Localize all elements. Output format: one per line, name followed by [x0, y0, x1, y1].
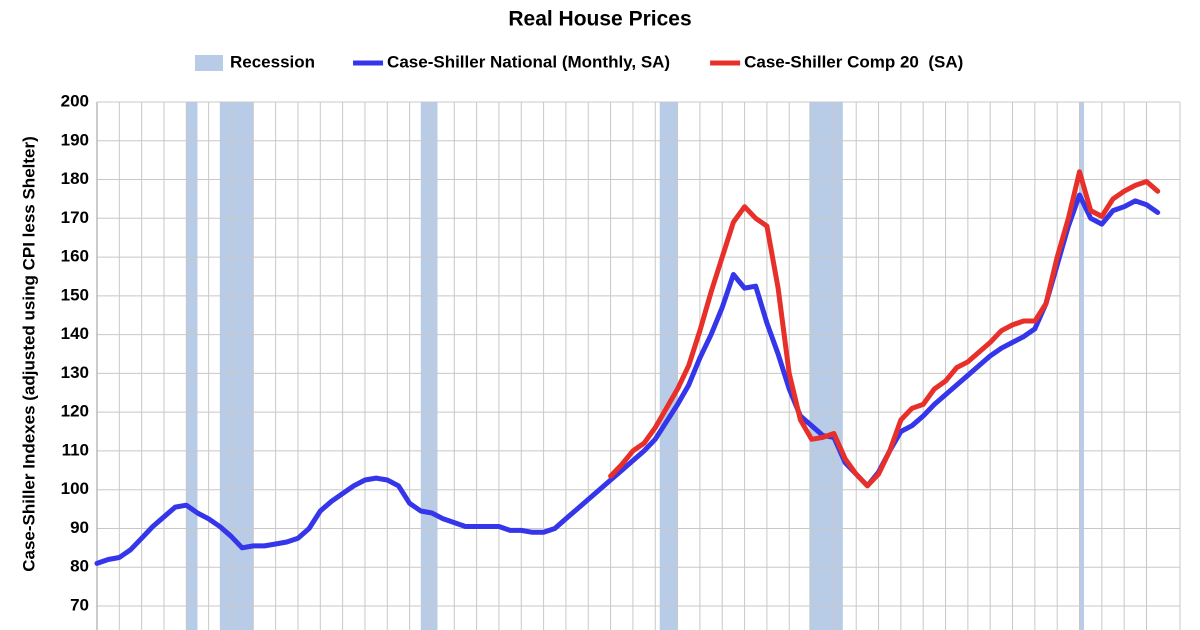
y-tick-label: 90 — [70, 518, 89, 537]
series-line — [94, 192, 1161, 566]
y-tick-label: 150 — [61, 285, 89, 304]
y-tick-label: 100 — [61, 479, 89, 498]
legend-swatch — [195, 55, 223, 71]
y-tick-label: 200 — [61, 91, 89, 110]
y-tick-label: 110 — [62, 440, 89, 459]
recession-band — [186, 102, 198, 630]
recession-band — [659, 102, 678, 630]
legend-label: Case-Shiller National (Monthly, SA) — [387, 52, 670, 71]
y-tick-label: 190 — [61, 130, 89, 149]
recession-band — [809, 102, 843, 630]
y-axis-label: Case-Shiller Indexes (adjusted using CPI… — [19, 136, 38, 572]
recession-band — [219, 102, 254, 630]
y-tick-label: 130 — [61, 363, 89, 382]
recession-band — [1079, 102, 1084, 630]
legend-label: Recession — [230, 52, 315, 71]
chart-title: Real House Prices — [508, 8, 691, 31]
series-line — [608, 169, 1161, 489]
y-tick-label: 170 — [61, 208, 89, 227]
y-tick-label: 140 — [61, 324, 89, 343]
legend-label: Case-Shiller Comp 20 (SA) — [744, 52, 963, 71]
y-tick-label: 160 — [61, 247, 89, 266]
y-tick-label: 120 — [61, 402, 89, 421]
y-tick-label: 180 — [61, 169, 89, 188]
y-tick-label: 70 — [70, 595, 89, 614]
y-tick-label: 80 — [70, 557, 89, 576]
recession-band — [420, 102, 438, 630]
